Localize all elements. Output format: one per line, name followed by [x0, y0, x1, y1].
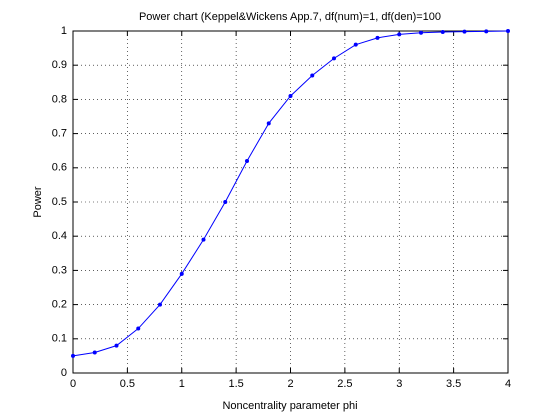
- data-point: [245, 158, 249, 163]
- y-tick-label: 0.2: [52, 299, 67, 311]
- y-tick-label: 0: [61, 367, 67, 379]
- axes-box: [72, 30, 509, 374]
- x-tick-label: 3: [396, 378, 402, 390]
- x-axis-label: Noncentrality parameter phi: [222, 400, 357, 412]
- y-tick-label: 0.1: [52, 333, 67, 345]
- y-axis-label: Power: [32, 186, 44, 218]
- data-point: [375, 35, 380, 40]
- data-point: [201, 237, 206, 242]
- chart-title: Power chart (Keppel&Wickens App.7, df(nu…: [139, 11, 441, 23]
- data-point: [158, 302, 162, 307]
- data-point: [310, 73, 315, 78]
- x-tick-label: 3.5: [446, 378, 461, 390]
- y-tick-label: 0.4: [52, 230, 67, 242]
- y-tick-label: 0.5: [52, 196, 67, 208]
- data-point: [136, 326, 141, 331]
- data-point: [179, 271, 184, 276]
- y-tick-label: 0.7: [52, 128, 67, 140]
- data-point: [71, 353, 75, 358]
- data-point: [288, 93, 293, 98]
- y-tick-label: 1: [61, 25, 67, 37]
- data-point: [419, 30, 423, 35]
- x-tick-label: 1: [179, 378, 185, 390]
- data-point: [353, 42, 358, 47]
- data-point: [92, 350, 97, 355]
- data-point: [484, 29, 489, 34]
- y-tick-label: 0.3: [52, 264, 67, 276]
- data-point: [114, 343, 119, 348]
- x-tick-label: 4: [505, 378, 511, 390]
- data-point: [506, 29, 510, 33]
- x-tick-label: 0: [70, 378, 76, 390]
- data-point: [397, 32, 402, 37]
- x-tick-label: 0.5: [120, 378, 135, 390]
- y-tick-label: 0.9: [52, 59, 67, 71]
- y-tick-label: 0.6: [52, 162, 67, 174]
- x-tick-label: 2.5: [337, 378, 352, 390]
- y-tick-label: 0.8: [52, 93, 67, 105]
- x-tick-label: 1.5: [228, 378, 243, 390]
- data-point: [332, 56, 336, 61]
- data-point: [462, 29, 467, 34]
- x-tick-label: 2: [287, 378, 293, 390]
- data-point: [223, 200, 228, 204]
- data-point: [440, 30, 445, 35]
- data-point: [266, 121, 271, 126]
